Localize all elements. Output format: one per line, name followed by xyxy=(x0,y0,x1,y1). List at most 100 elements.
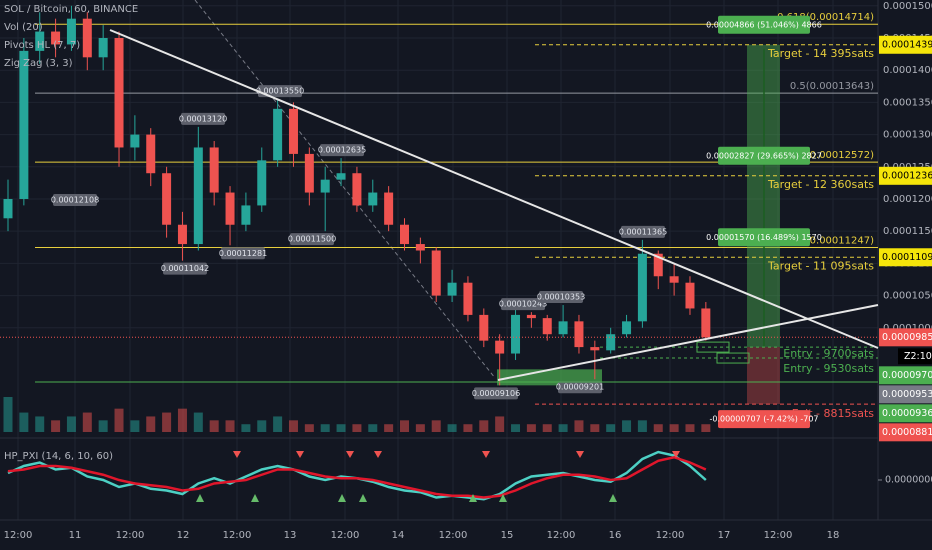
volume-bar xyxy=(336,424,346,432)
osc-tick-label: 0.00000000 xyxy=(885,475,932,486)
volume-bar xyxy=(257,420,267,432)
y-tick-label: 0.00010000 xyxy=(883,323,932,334)
indicator-label: Zig Zag (3, 3) xyxy=(4,58,73,69)
volume-bar xyxy=(431,420,441,432)
x-tick-label: 12:00 xyxy=(764,530,793,541)
x-tick-label: 17 xyxy=(718,530,731,541)
pivot-label: 0.00012635 xyxy=(318,146,366,155)
candle-body xyxy=(19,50,29,199)
candle-body xyxy=(336,173,346,180)
volume-bar xyxy=(352,424,362,432)
candle-body xyxy=(304,153,314,193)
candle-body xyxy=(431,250,441,296)
price-tag xyxy=(879,248,932,267)
candle-body xyxy=(146,134,156,174)
candle-body xyxy=(273,108,283,161)
volume-bar xyxy=(3,397,13,432)
volume-bar xyxy=(241,424,251,432)
x-tick-label: 11 xyxy=(69,530,82,541)
pivot-label: 0.00009106 xyxy=(472,389,520,398)
candle-body xyxy=(3,198,13,219)
pivot-label: 0.00012108 xyxy=(51,196,99,205)
volume-bar xyxy=(447,424,457,432)
y-tick-label: 0.00013500 xyxy=(883,97,932,108)
indicator-label: Vol (20) xyxy=(4,22,43,33)
countdown-box xyxy=(898,348,932,365)
candle-body xyxy=(352,173,362,206)
candle-body xyxy=(526,314,536,319)
volume-bar xyxy=(162,412,172,432)
profit-box-label: 0.00004866 (51.046%) 4866 xyxy=(706,20,822,29)
pivot-box xyxy=(474,387,518,400)
candle-body xyxy=(225,192,235,225)
profit-box xyxy=(718,146,810,165)
entry-box xyxy=(716,352,750,364)
oscillator-title: HP_PXI (14, 6, 10, 60) xyxy=(4,451,113,462)
entry-label: Entry - 9530sats xyxy=(783,362,874,375)
sell-signal xyxy=(576,451,584,458)
sell-signal xyxy=(296,451,304,458)
buy-signal xyxy=(338,494,346,502)
pivot-label: 0.00010353 xyxy=(537,293,585,302)
pivot-label: 0.00011281 xyxy=(219,249,267,258)
volume-bar xyxy=(526,424,536,432)
candle-body xyxy=(685,282,695,309)
candle-body xyxy=(209,147,219,193)
entry-box xyxy=(696,341,730,353)
candle-body xyxy=(637,253,647,322)
candle-body xyxy=(130,134,140,148)
osc-line xyxy=(7,455,707,499)
volume-bar xyxy=(209,420,219,432)
candle-body xyxy=(479,314,489,341)
x-tick-label: 16 xyxy=(609,530,622,541)
volume-bar xyxy=(511,424,521,432)
volume-bar xyxy=(542,424,552,432)
y-tick-label: 0.00013000 xyxy=(883,130,932,141)
y-tick-label: 0.00011500 xyxy=(883,226,932,237)
volume-bar xyxy=(35,416,45,432)
volume-bar xyxy=(669,424,679,432)
volume-bar xyxy=(606,424,616,432)
candle-body xyxy=(98,37,108,58)
price-tag xyxy=(879,366,932,385)
candle-body xyxy=(241,205,251,225)
sell-signal xyxy=(346,451,354,458)
candle-body xyxy=(653,253,663,277)
x-tick-label: 18 xyxy=(827,530,840,541)
pivot-label: 0.00011500 xyxy=(288,235,336,244)
volume-bar xyxy=(415,424,425,432)
volume-bar xyxy=(384,424,394,432)
price-tag xyxy=(879,328,932,347)
target-label: Target - 11 095sats xyxy=(767,259,874,272)
indicator-label: Pivots HL (7, 7) xyxy=(4,40,80,51)
pivot-box xyxy=(163,262,207,275)
volume-bar xyxy=(98,420,108,432)
price-tag-label: 0.00008815 xyxy=(882,427,932,438)
volume-bar xyxy=(304,424,314,432)
volume-bar xyxy=(82,412,92,432)
target-label: Target - 12 360sats xyxy=(767,178,874,191)
candle-body xyxy=(51,31,61,45)
candle-body xyxy=(574,321,584,348)
volume-bar xyxy=(463,424,473,432)
profit-box xyxy=(718,228,810,247)
x-tick-label: 12:00 xyxy=(116,530,145,541)
volume-bar xyxy=(653,424,663,432)
buy-signal xyxy=(359,494,367,502)
candle-body xyxy=(35,31,45,51)
fib-label: 0.5(0.00013643) xyxy=(790,81,874,92)
volume-bar xyxy=(146,416,156,432)
pivot-label: 0.00011042 xyxy=(161,264,209,273)
volume-bar xyxy=(66,416,76,432)
pivot-label: 0.00013120 xyxy=(179,114,227,123)
x-tick-label: 15 xyxy=(501,530,514,541)
profit-box-label: 0.00002827 (29.665%) 2827 xyxy=(706,151,822,160)
candle-body xyxy=(114,37,124,148)
pivot-label: 0.00010243 xyxy=(499,300,547,309)
loss-zone xyxy=(747,347,780,405)
